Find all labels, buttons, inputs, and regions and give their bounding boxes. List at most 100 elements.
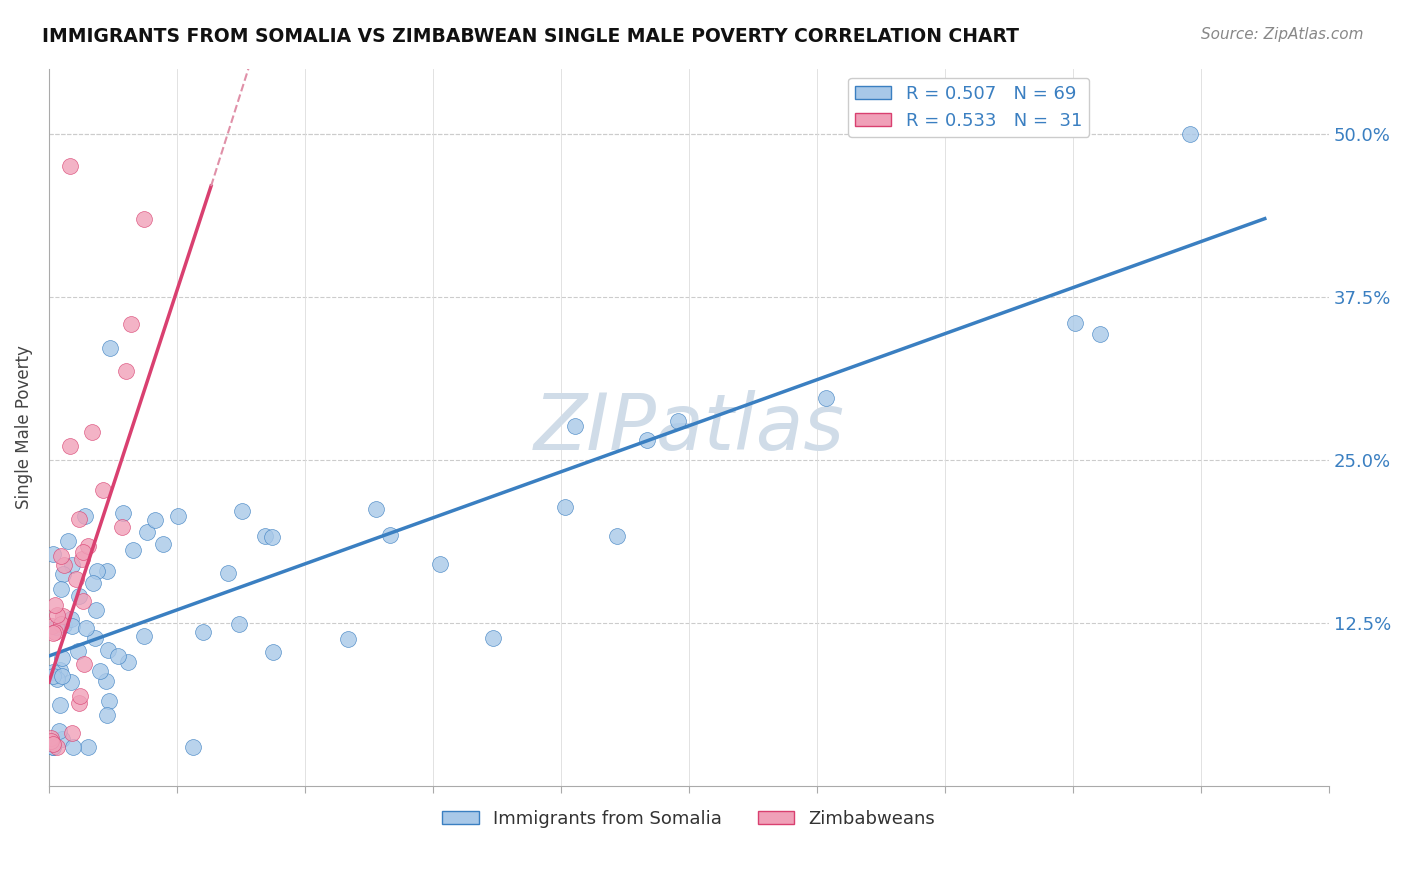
Point: [97, 694, 120, 708]
Point: [75, 621, 97, 635]
Point: [554, 500, 576, 514]
Point: [96, 564, 118, 578]
Point: [84, 603, 107, 617]
Point: [73, 657, 96, 671]
Point: [41, 626, 63, 640]
Point: [117, 656, 139, 670]
Point: [122, 542, 145, 557]
Point: [253, 529, 276, 543]
Point: [115, 363, 138, 377]
Point: [84, 631, 107, 645]
Point: [42, 669, 65, 683]
Point: [49, 663, 72, 677]
Point: [82, 576, 104, 591]
Point: [191, 624, 214, 639]
Point: [52, 609, 75, 624]
Point: [120, 317, 142, 331]
Point: [41, 618, 63, 632]
Point: [53, 618, 76, 632]
Point: [231, 504, 253, 518]
Point: [46, 672, 69, 686]
Point: [72, 552, 94, 566]
Point: [1064, 316, 1087, 330]
Point: [111, 506, 134, 520]
Point: [262, 530, 284, 544]
Point: [97, 643, 120, 657]
Point: [76, 539, 98, 553]
Point: [262, 644, 284, 658]
Point: [75, 509, 97, 524]
Point: [91, 483, 114, 497]
Point: [378, 528, 401, 542]
Point: [42, 740, 65, 755]
Point: [51, 650, 73, 665]
Point: [62, 740, 84, 755]
Point: [86, 564, 108, 578]
Point: [45, 608, 67, 623]
Point: [60, 674, 83, 689]
Point: [51, 732, 73, 747]
Point: [67, 589, 90, 603]
Text: IMMIGRANTS FROM SOMALIA VS ZIMBABWEAN SINGLE MALE POVERTY CORRELATION CHART: IMMIGRANTS FROM SOMALIA VS ZIMBABWEAN SI…: [42, 27, 1019, 45]
Point: [49, 698, 72, 712]
Point: [1090, 326, 1112, 341]
Point: [52, 558, 75, 573]
Point: [143, 513, 166, 527]
Point: [111, 519, 134, 533]
Point: [59, 160, 82, 174]
Point: [152, 537, 174, 551]
Point: [181, 740, 204, 755]
Point: [56, 533, 79, 548]
Point: [429, 557, 451, 571]
Point: [60, 619, 83, 633]
Point: [44, 624, 66, 639]
Text: Source: ZipAtlas.com: Source: ZipAtlas.com: [1201, 27, 1364, 42]
Point: [482, 631, 505, 645]
Point: [96, 708, 118, 723]
Y-axis label: Single Male Poverty: Single Male Poverty: [15, 345, 32, 509]
Point: [98, 341, 121, 355]
Text: ZIPatlas: ZIPatlas: [533, 390, 845, 466]
Point: [42, 737, 65, 751]
Point: [366, 502, 388, 516]
Point: [44, 598, 66, 612]
Point: [337, 632, 360, 647]
Point: [42, 665, 65, 680]
Point: [1178, 127, 1201, 141]
Point: [69, 690, 91, 704]
Point: [51, 669, 73, 683]
Point: [217, 566, 239, 581]
Point: [77, 740, 100, 755]
Point: [814, 392, 837, 406]
Point: [52, 567, 75, 582]
Point: [45, 620, 67, 634]
Point: [132, 212, 155, 227]
Point: [96, 673, 118, 688]
Point: [72, 594, 94, 608]
Point: [65, 572, 87, 586]
Point: [60, 725, 83, 739]
Point: [564, 419, 586, 434]
Point: [107, 648, 129, 663]
Point: [51, 549, 73, 563]
Point: [80, 425, 103, 439]
Point: [59, 612, 82, 626]
Point: [39, 733, 62, 747]
Point: [60, 558, 83, 572]
Point: [89, 665, 111, 679]
Point: [67, 643, 90, 657]
Point: [666, 414, 689, 428]
Point: [39, 731, 62, 745]
Point: [46, 740, 69, 755]
Point: [49, 582, 72, 596]
Point: [136, 525, 159, 540]
Point: [606, 529, 628, 543]
Point: [166, 509, 188, 524]
Point: [72, 545, 94, 559]
Point: [49, 616, 72, 631]
Point: [42, 740, 65, 755]
Point: [134, 629, 156, 643]
Legend: Immigrants from Somalia, Zimbabweans: Immigrants from Somalia, Zimbabweans: [436, 803, 942, 835]
Point: [228, 616, 250, 631]
Point: [42, 547, 65, 561]
